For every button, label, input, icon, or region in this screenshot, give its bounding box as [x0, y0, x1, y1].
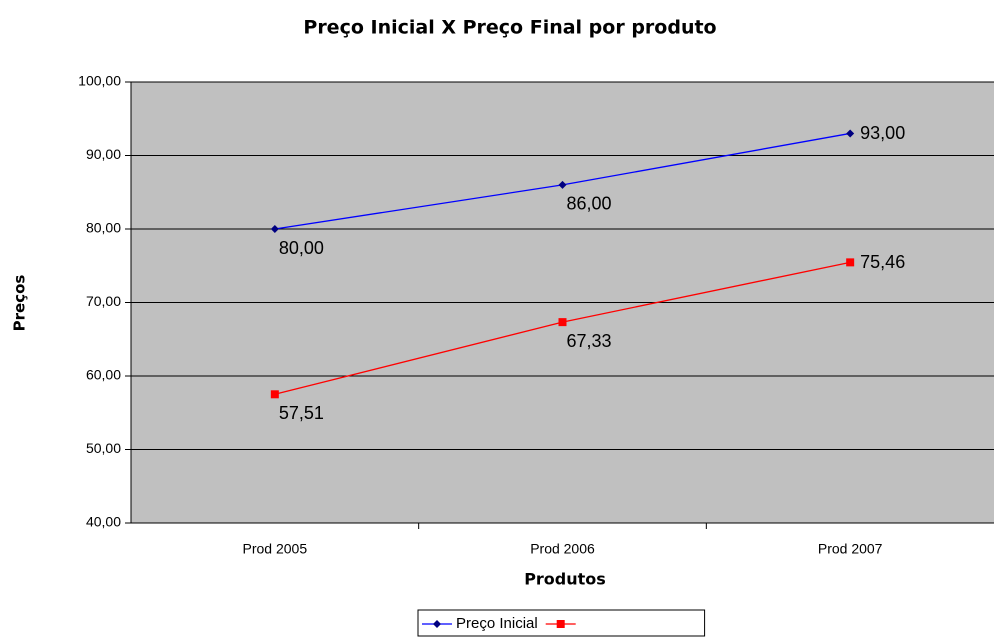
y-axis-label: Preços: [11, 275, 29, 332]
y-tick-label: 60,00: [86, 367, 121, 383]
marker: [846, 258, 855, 267]
marker: [433, 620, 441, 628]
chart-title: Preço Inicial X Preço Final por produto: [303, 17, 716, 39]
x-axis-label: Produtos: [524, 570, 606, 589]
marker: [558, 318, 567, 327]
marker: [846, 129, 855, 138]
marker: [270, 390, 279, 399]
x-tick-label: Prod 2006: [530, 541, 595, 557]
marker: [558, 180, 567, 189]
x-tick-label: Prod 2005: [243, 541, 308, 557]
y-tick-label: 50,00: [86, 440, 121, 456]
marker: [270, 225, 279, 233]
data-label: 57,51: [279, 403, 324, 423]
y-tick-label: 40,00: [86, 514, 121, 530]
legend-label: Preço Inicial: [456, 615, 538, 632]
data-label: 67,33: [567, 331, 612, 351]
marker: [556, 620, 565, 628]
data-label: 75,46: [860, 252, 905, 272]
y-tick-label: 80,00: [86, 220, 121, 236]
data-label: 86,00: [567, 194, 612, 214]
data-label: 80,00: [279, 238, 324, 258]
y-tick-label: 100,00: [78, 73, 121, 89]
x-tick-label: Prod 2007: [818, 541, 883, 557]
legend: Preço Médio FinalPreço Inicial: [417, 609, 706, 637]
data-label: 93,00: [860, 123, 905, 143]
y-tick-label: 70,00: [86, 293, 121, 309]
y-tick-label: 90,00: [86, 146, 121, 162]
